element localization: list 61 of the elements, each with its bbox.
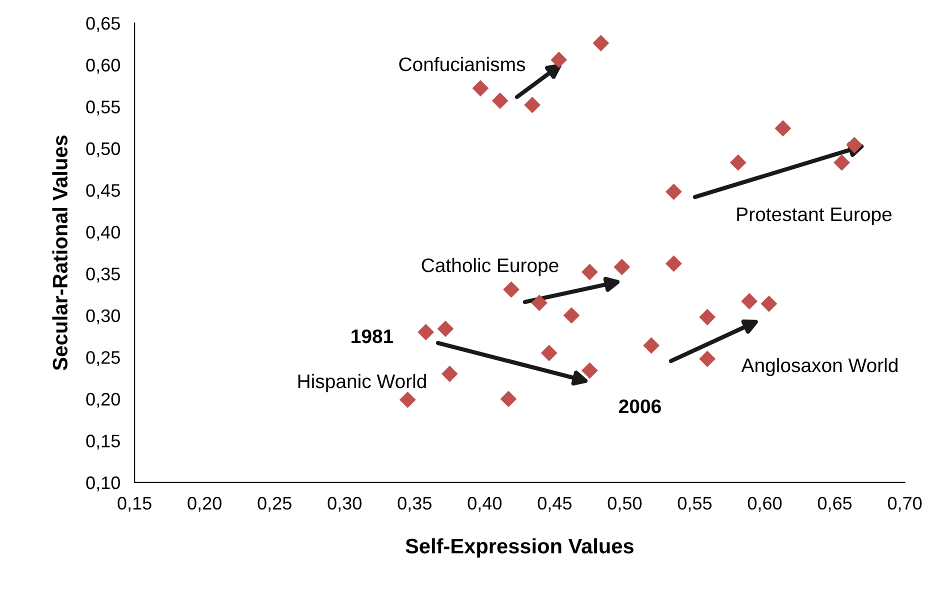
point bbox=[500, 390, 517, 408]
x-tick-label: 0,40 bbox=[468, 496, 502, 512]
y-tick-label: 0,45 bbox=[86, 184, 120, 199]
y-tick-label: 0,65 bbox=[86, 17, 120, 32]
x-tick-label: 0,35 bbox=[398, 496, 432, 512]
annotation: Hispanic World bbox=[298, 374, 426, 392]
point bbox=[643, 337, 660, 354]
point bbox=[441, 366, 458, 382]
y-tick-label: 0,30 bbox=[86, 309, 120, 324]
x-tick-label: 0,45 bbox=[538, 496, 572, 512]
point bbox=[418, 324, 434, 340]
x-tick-label: 0,70 bbox=[888, 496, 922, 512]
y-tick-label: 0,50 bbox=[86, 142, 120, 158]
point bbox=[774, 120, 792, 137]
point bbox=[741, 293, 758, 310]
point bbox=[531, 294, 548, 312]
point bbox=[437, 320, 454, 338]
point bbox=[699, 308, 716, 326]
y-tick-label: 0,55 bbox=[86, 100, 120, 116]
point bbox=[492, 92, 508, 109]
point bbox=[550, 52, 568, 68]
x-tick-label: 0,15 bbox=[118, 496, 152, 512]
point bbox=[563, 307, 580, 324]
x-tick-label: 0,55 bbox=[678, 496, 712, 512]
y-tick-label: 0,60 bbox=[86, 58, 120, 74]
point bbox=[666, 184, 682, 200]
point bbox=[592, 34, 610, 52]
y-tick-label: 0,40 bbox=[86, 226, 120, 241]
annotation: Catholic Europe bbox=[422, 258, 558, 276]
annotation: 2006 bbox=[619, 399, 661, 414]
point bbox=[399, 392, 416, 408]
annotation: Protestant Europe bbox=[737, 208, 892, 226]
y-tick-label: 0,35 bbox=[86, 268, 120, 283]
annotation: Confucianisms bbox=[399, 56, 526, 72]
y-axis-title: Secular-Rational Values bbox=[52, 136, 68, 370]
x-tick-label: 0,60 bbox=[748, 496, 782, 512]
point bbox=[581, 264, 598, 280]
point bbox=[699, 350, 716, 368]
point bbox=[834, 154, 850, 171]
y-tick-label: 0,20 bbox=[86, 392, 120, 408]
x-tick-label: 0,25 bbox=[258, 496, 292, 512]
point bbox=[524, 96, 540, 114]
y-tick-label: 0,25 bbox=[86, 351, 120, 366]
point bbox=[614, 258, 630, 276]
annotation: Anglosaxon World bbox=[741, 358, 898, 376]
point bbox=[503, 281, 520, 298]
x-tick-label: 0,65 bbox=[818, 496, 852, 512]
x-axis-title: Self-Expression Values bbox=[406, 538, 634, 558]
annotation: 1981 bbox=[352, 329, 394, 344]
y-tick-label: 0,15 bbox=[86, 434, 120, 450]
x-tick-label: 0,50 bbox=[608, 496, 642, 512]
point bbox=[760, 296, 778, 312]
point bbox=[666, 255, 682, 272]
point bbox=[846, 136, 863, 154]
point bbox=[472, 80, 489, 96]
point bbox=[540, 344, 558, 362]
point bbox=[730, 154, 746, 171]
y-tick-label: 0,10 bbox=[86, 476, 120, 492]
point bbox=[581, 362, 598, 379]
x-tick-label: 0,30 bbox=[328, 496, 362, 512]
x-tick-label: 0,20 bbox=[188, 496, 222, 512]
